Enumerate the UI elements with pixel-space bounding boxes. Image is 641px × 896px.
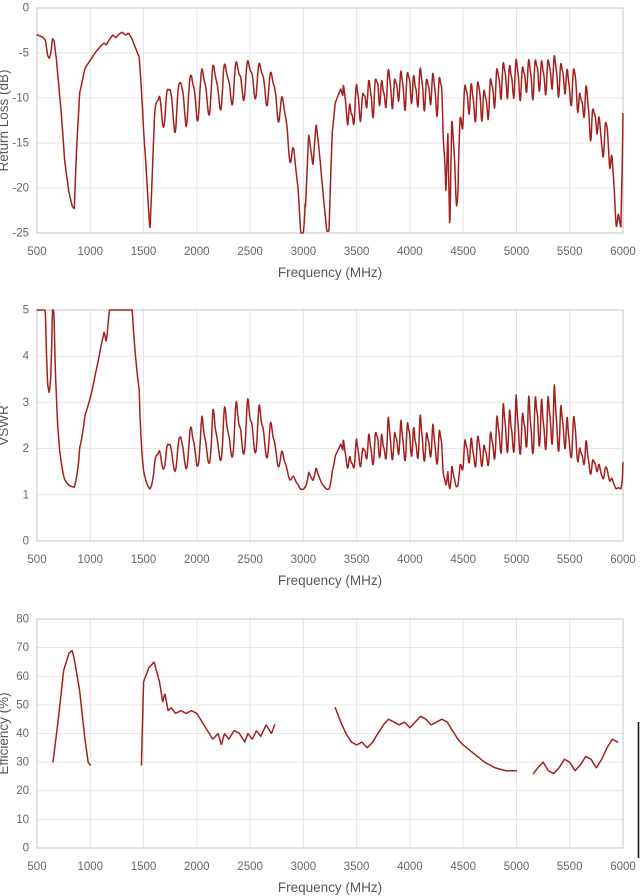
svg-text:-10: -10 [12, 93, 29, 105]
svg-text:3500: 3500 [344, 861, 370, 873]
svg-text:1000: 1000 [78, 246, 104, 258]
svg-text:4000: 4000 [397, 246, 423, 258]
svg-text:5: 5 [23, 305, 29, 317]
svg-text:-20: -20 [12, 183, 29, 195]
svg-text:Frequency (MHz): Frequency (MHz) [278, 880, 382, 895]
svg-text:1500: 1500 [131, 246, 157, 258]
svg-text:4500: 4500 [450, 554, 476, 566]
svg-text:500: 500 [27, 861, 46, 873]
svg-text:6000: 6000 [610, 554, 636, 566]
svg-text:3000: 3000 [291, 554, 317, 566]
svg-text:Efficiency (%): Efficiency (%) [0, 692, 11, 774]
svg-text:2500: 2500 [237, 861, 263, 873]
svg-text:0: 0 [23, 3, 29, 15]
svg-text:2: 2 [23, 443, 29, 455]
svg-text:3000: 3000 [291, 246, 317, 258]
svg-text:3500: 3500 [344, 246, 370, 258]
svg-text:4500: 4500 [450, 246, 476, 258]
svg-text:2500: 2500 [237, 554, 263, 566]
svg-text:0: 0 [23, 536, 29, 548]
svg-text:50: 50 [16, 699, 29, 711]
svg-text:1500: 1500 [131, 861, 157, 873]
svg-text:40: 40 [16, 728, 29, 740]
svg-text:0: 0 [23, 843, 29, 855]
svg-text:4: 4 [23, 351, 30, 363]
svg-text:3000: 3000 [291, 861, 317, 873]
svg-text:4500: 4500 [450, 861, 476, 873]
svg-text:5000: 5000 [504, 861, 530, 873]
svg-text:2000: 2000 [184, 861, 210, 873]
svg-text:-15: -15 [12, 138, 29, 150]
svg-text:5500: 5500 [557, 861, 583, 873]
svg-text:5500: 5500 [557, 246, 583, 258]
svg-text:6000: 6000 [610, 246, 636, 258]
svg-text:2500: 2500 [237, 246, 263, 258]
svg-text:1000: 1000 [78, 554, 104, 566]
svg-text:4000: 4000 [397, 861, 423, 873]
svg-text:VSWR: VSWR [0, 405, 11, 446]
svg-text:80: 80 [16, 614, 29, 626]
svg-text:2000: 2000 [184, 554, 210, 566]
svg-text:Return Loss (dB): Return Loss (dB) [0, 69, 11, 171]
svg-text:-5: -5 [19, 48, 29, 60]
svg-text:5500: 5500 [557, 554, 583, 566]
svg-text:Frequency (MHz): Frequency (MHz) [278, 265, 382, 280]
svg-text:500: 500 [27, 554, 46, 566]
svg-text:70: 70 [16, 642, 29, 654]
svg-text:1: 1 [23, 489, 29, 501]
svg-text:500: 500 [27, 246, 46, 258]
svg-text:3500: 3500 [344, 554, 370, 566]
svg-text:20: 20 [16, 785, 29, 797]
svg-text:6000: 6000 [610, 861, 636, 873]
svg-text:4000: 4000 [397, 554, 423, 566]
svg-text:3: 3 [23, 397, 29, 409]
svg-text:10: 10 [16, 814, 29, 826]
svg-text:60: 60 [16, 671, 29, 683]
svg-text:30: 30 [16, 757, 29, 769]
svg-text:Frequency (MHz): Frequency (MHz) [278, 573, 382, 588]
svg-text:-25: -25 [12, 228, 29, 240]
svg-text:5000: 5000 [504, 554, 530, 566]
svg-text:5000: 5000 [504, 246, 530, 258]
svg-text:1000: 1000 [78, 861, 104, 873]
svg-text:1500: 1500 [131, 554, 157, 566]
svg-text:2000: 2000 [184, 246, 210, 258]
